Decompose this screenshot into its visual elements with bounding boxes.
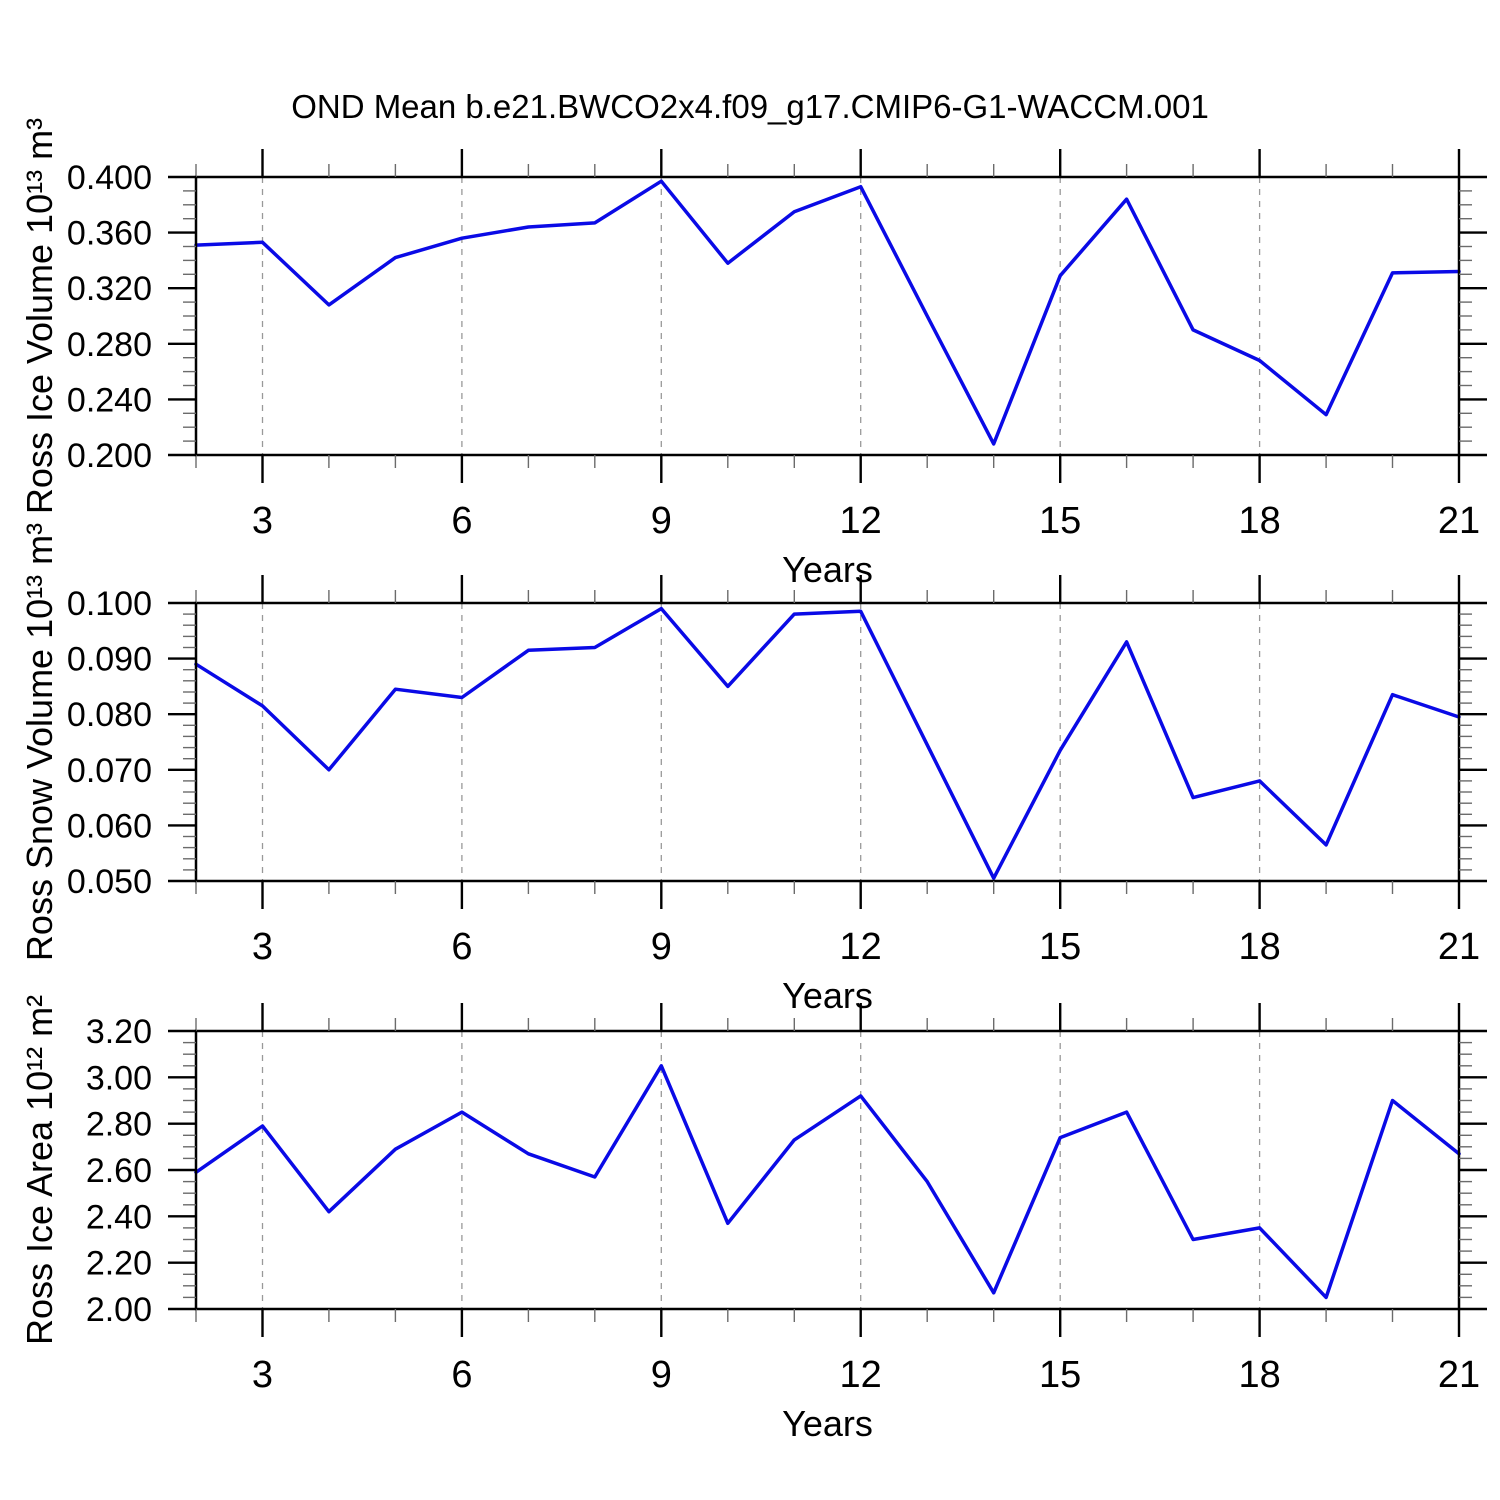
y-tick-label: 0.100 xyxy=(67,585,152,623)
x-tick-label: 15 xyxy=(1039,1354,1081,1396)
y-tick-label: 0.280 xyxy=(67,326,152,364)
x-tick-label: 6 xyxy=(451,1354,472,1396)
x-tick-label: 15 xyxy=(1039,500,1081,542)
x-axis-title: Years xyxy=(782,549,873,590)
y-tick-label: 2.00 xyxy=(86,1291,152,1329)
y-tick-label: 3.20 xyxy=(86,1013,152,1051)
y-tick-label: 0.400 xyxy=(67,159,152,197)
y-tick-label: 2.20 xyxy=(86,1245,152,1283)
plot-frame xyxy=(194,601,1461,883)
x-tick-label: 18 xyxy=(1238,926,1280,968)
y-axis-title: Ross Snow Volume 10¹³ m³ xyxy=(19,523,60,961)
x-tick-label: 9 xyxy=(651,926,672,968)
x-tick-label: 15 xyxy=(1039,926,1081,968)
x-tick-label: 12 xyxy=(840,500,882,542)
y-tick-label: 0.080 xyxy=(67,696,152,734)
x-tick-label: 6 xyxy=(451,500,472,542)
x-tick-label: 6 xyxy=(451,926,472,968)
y-tick-label: 2.60 xyxy=(86,1152,152,1190)
x-axis-title: Years xyxy=(782,975,873,1016)
x-tick-label: 18 xyxy=(1238,500,1280,542)
y-tick-label: 0.090 xyxy=(67,641,152,679)
x-axis-title: Years xyxy=(782,1403,873,1444)
x-tick-label: 21 xyxy=(1438,1354,1480,1396)
y-tick-label: 2.40 xyxy=(86,1198,152,1236)
plot-frame xyxy=(194,175,1461,457)
y-tick-label: 2.80 xyxy=(86,1106,152,1144)
x-tick-label: 18 xyxy=(1238,1354,1280,1396)
x-tick-label: 12 xyxy=(840,926,882,968)
ross-snow-volume-series-line xyxy=(194,606,1461,880)
y-tick-label: 0.200 xyxy=(67,437,152,475)
plot-frame xyxy=(194,1029,1461,1311)
x-tick-label: 3 xyxy=(252,500,273,542)
y-tick-label: 3.00 xyxy=(86,1059,152,1097)
panel-ross-ice-area: 2.00 2.20 2.40 2.60 2.80 3.00 3.20 3 6 9 12 15 18 21 Y… xyxy=(19,995,1487,1444)
y-axis-title: Ross Ice Volume 10¹³ m³ xyxy=(19,118,60,514)
y-tick-label: 0.070 xyxy=(67,752,152,790)
y-tick-label: 0.050 xyxy=(67,863,152,901)
panel-ross-ice-volume: 0.200 0.240 0.280 0.320 0.360 0.400 3 6 9 12 15 18 2… xyxy=(19,118,1487,590)
ross-ice-area-series-line xyxy=(194,1064,1461,1300)
y-axis-title: Ross Ice Area 10¹² m² xyxy=(19,995,60,1345)
x-tick-label: 3 xyxy=(252,926,273,968)
chart-title: OND Mean b.e21.BWCO2x4.f09_g17.CMIP6-G1-… xyxy=(291,88,1209,125)
y-tick-label: 0.240 xyxy=(67,381,152,419)
x-tick-label: 9 xyxy=(651,1354,672,1396)
x-tick-label: 9 xyxy=(651,500,672,542)
panel-ross-snow-volume: 0.050 0.060 0.070 0.080 0.090 0.100 3 6 9 12 15 18 2… xyxy=(19,523,1487,1016)
x-tick-label: 21 xyxy=(1438,926,1480,968)
ross-ice-volume-series-line xyxy=(194,179,1461,446)
y-tick-label: 0.320 xyxy=(67,270,152,308)
x-tick-label: 12 xyxy=(840,1354,882,1396)
y-tick-label: 0.060 xyxy=(67,807,152,845)
y-tick-label: 0.360 xyxy=(67,215,152,253)
x-tick-label: 21 xyxy=(1438,500,1480,542)
x-tick-label: 3 xyxy=(252,1354,273,1396)
